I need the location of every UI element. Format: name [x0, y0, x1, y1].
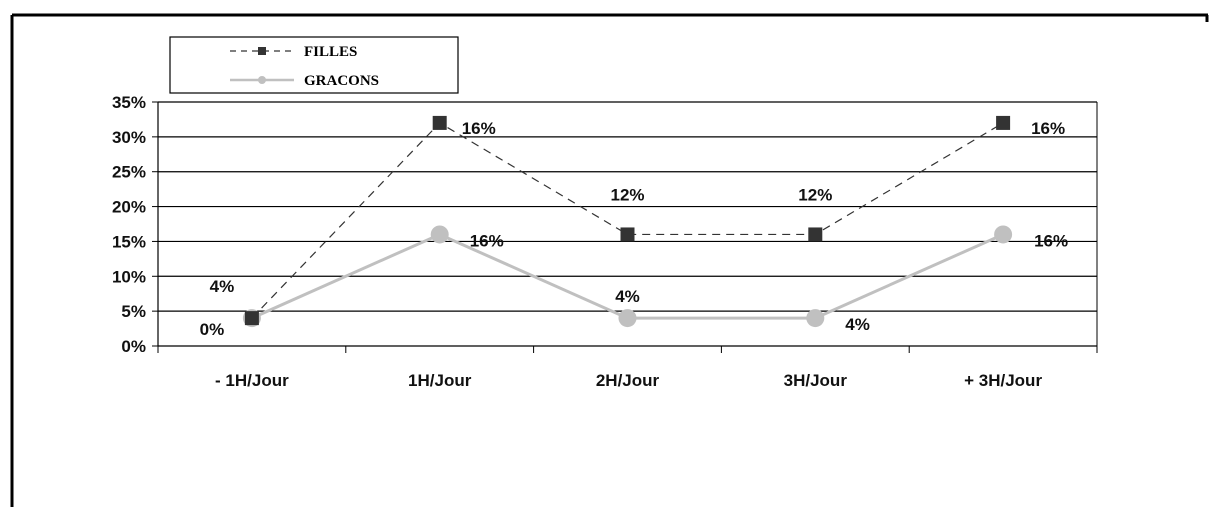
series-markers: [242, 115, 1013, 328]
x-tick-label: + 3H/Jour: [964, 371, 1042, 390]
legend-marker-filles: [258, 47, 266, 55]
data-label-filles: 4%: [210, 277, 235, 296]
data-label-filles: 16%: [462, 119, 496, 138]
legend: FILLES GRACONS: [169, 36, 459, 94]
data-label-gracons: 16%: [470, 231, 504, 250]
marker-filles: [620, 227, 635, 242]
data-label-gracons: 0%: [200, 320, 225, 339]
data-label-filles: 16%: [1031, 119, 1065, 138]
marker-filles: [808, 227, 823, 242]
data-label-gracons: 16%: [1034, 231, 1068, 250]
x-tick-label: 3H/Jour: [784, 371, 848, 390]
x-tick-label: - 1H/Jour: [215, 371, 289, 390]
data-label-filles: 12%: [798, 185, 832, 204]
marker-gracons: [430, 225, 449, 244]
marker-filles: [996, 115, 1011, 130]
marker-gracons: [994, 225, 1013, 244]
data-label-gracons: 4%: [615, 287, 640, 306]
y-tick-label: 10%: [112, 267, 146, 286]
data-labels: 4% 16% 12% 12% 16% 0% 16% 4% 4% 16%: [200, 119, 1069, 339]
axes: [152, 101, 1098, 353]
data-label-gracons: 4%: [845, 315, 870, 334]
gridlines: [158, 101, 1097, 312]
series-line-filles: [251, 122, 1004, 319]
chart-frame: [10, 13, 1209, 507]
x-axis-tick-labels: - 1H/Jour 1H/Jour 2H/Jour 3H/Jour + 3H/Jour: [215, 371, 1042, 390]
x-tick-label: 1H/Jour: [408, 371, 472, 390]
legend-label-gracons: GRACONS: [304, 73, 379, 89]
legend-label-filles: FILLES: [304, 44, 357, 60]
y-tick-label: 0%: [121, 337, 146, 356]
marker-gracons: [806, 309, 825, 328]
data-label-filles: 12%: [610, 185, 644, 204]
y-tick-label: 20%: [112, 198, 146, 217]
y-tick-label: 35%: [112, 93, 146, 112]
x-tick-label: 2H/Jour: [596, 371, 660, 390]
y-tick-label: 5%: [121, 302, 146, 321]
marker-filles: [244, 311, 259, 326]
marker-gracons: [618, 309, 637, 328]
y-tick-label: 25%: [112, 163, 146, 182]
y-axis-tick-labels: 0% 5% 10% 15% 20% 25% 30% 35%: [112, 93, 146, 356]
y-tick-label: 30%: [112, 128, 146, 147]
marker-filles: [432, 115, 447, 130]
legend-marker-gracons: [258, 76, 266, 84]
legend-box: [169, 36, 459, 94]
y-tick-label: 15%: [112, 232, 146, 251]
